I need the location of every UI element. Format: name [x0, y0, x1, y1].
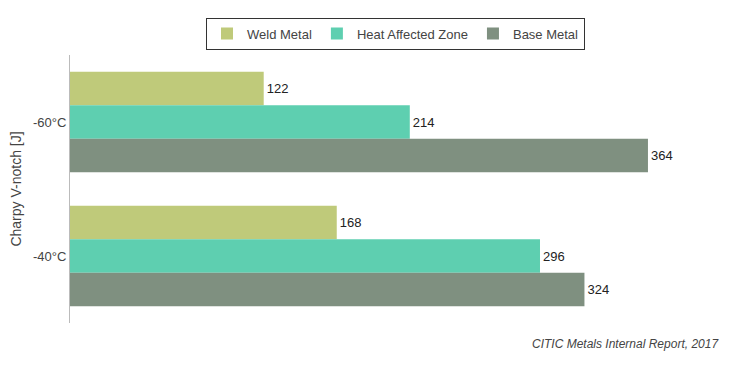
svg-text:214: 214: [413, 115, 435, 130]
svg-text:CITIC Metals Internal Report,: CITIC Metals Internal Report, 2017: [532, 337, 719, 351]
svg-text:Weld Metal: Weld Metal: [247, 27, 312, 42]
svg-text:122: 122: [267, 81, 289, 96]
svg-text:168: 168: [340, 215, 362, 230]
svg-text:364: 364: [651, 148, 673, 163]
svg-text:-60°C: -60°C: [33, 115, 66, 130]
svg-text:-40°C: -40°C: [33, 249, 66, 264]
svg-text:324: 324: [587, 282, 609, 297]
svg-text:Heat Affected Zone: Heat Affected Zone: [357, 27, 468, 42]
svg-text:296: 296: [543, 249, 565, 264]
svg-text:Charpy V-notch [J]: Charpy V-notch [J]: [8, 131, 24, 246]
svg-text:Base Metal: Base Metal: [513, 27, 578, 42]
